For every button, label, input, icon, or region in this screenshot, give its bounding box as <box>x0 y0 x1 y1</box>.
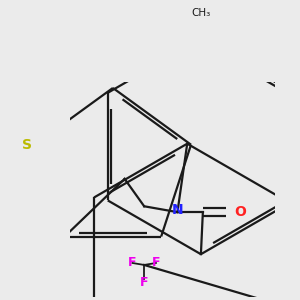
Text: N: N <box>172 203 183 217</box>
Text: S: S <box>22 138 32 152</box>
Text: F: F <box>152 256 160 269</box>
Text: CH₃: CH₃ <box>191 8 211 17</box>
Text: F: F <box>128 256 137 269</box>
Text: F: F <box>140 276 148 289</box>
Text: O: O <box>234 205 246 219</box>
